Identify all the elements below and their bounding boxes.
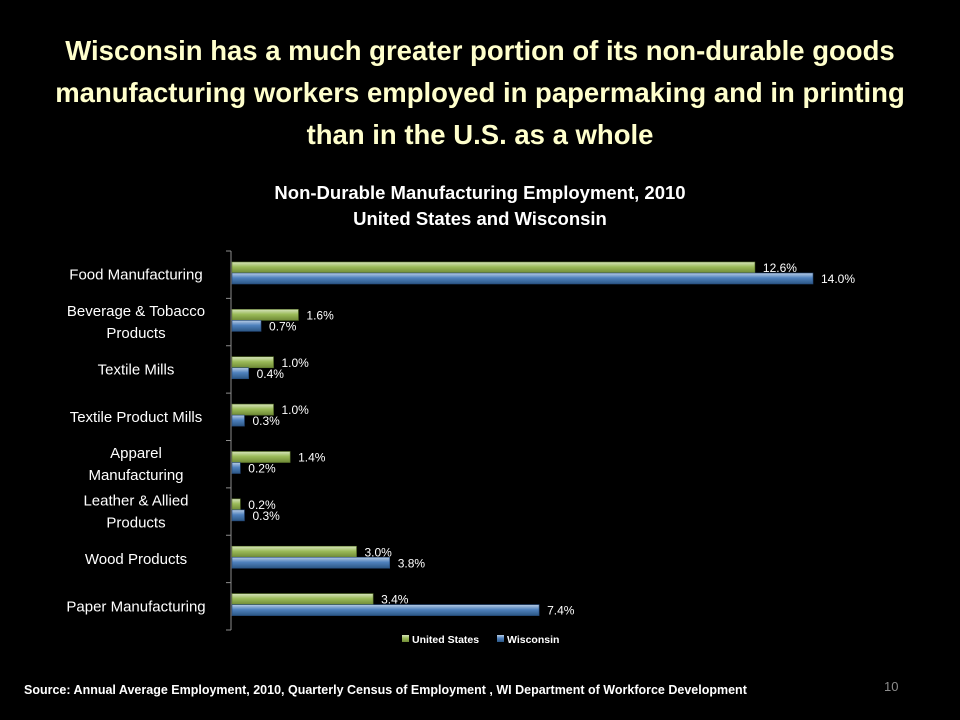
category-label: Paper Manufacturing xyxy=(66,598,205,615)
legend-label: Wisconsin xyxy=(507,634,559,646)
bar-wisconsin xyxy=(231,320,262,332)
data-label: 1.0% xyxy=(282,403,310,417)
slide-title: Wisconsin has a much greater portion of … xyxy=(55,35,905,150)
data-label: 7.4% xyxy=(547,604,575,618)
bar-wisconsin xyxy=(231,509,245,522)
chart-plot-area: Food Manufacturing 12.6% 14.0% Beverage & T… xyxy=(66,250,855,646)
bar-united-states xyxy=(231,545,357,558)
category-label: Textile Product Mills xyxy=(70,409,203,426)
bar-wisconsin xyxy=(231,604,540,616)
bar-united-states xyxy=(231,593,374,605)
bar-united-states xyxy=(231,356,274,369)
category-label: Beverage & Tobacco xyxy=(67,303,205,320)
data-label: 1.0% xyxy=(282,356,310,370)
chart-subtitle: United States and Wisconsin xyxy=(353,208,607,229)
bar-united-states xyxy=(231,403,274,416)
data-label: 0.4% xyxy=(257,367,285,381)
data-label: 0.3% xyxy=(252,414,280,428)
bar-wisconsin xyxy=(231,367,249,380)
bar-united-states xyxy=(231,451,291,463)
category-label: Products xyxy=(106,515,165,532)
category-label: Leather & Allied xyxy=(83,493,188,510)
data-label: 1.6% xyxy=(306,308,334,322)
page-number: 10 xyxy=(884,679,899,694)
chart-title-block: Non-Durable Manufacturing Employment, 20… xyxy=(200,180,760,232)
category-label: Manufacturing xyxy=(88,467,183,484)
data-label: 1.4% xyxy=(298,451,326,465)
legend-label: United States xyxy=(412,634,479,646)
category-label: Wood Products xyxy=(85,551,187,568)
legend-swatch-wisconsin xyxy=(497,635,504,642)
data-label: 0.2% xyxy=(248,462,276,476)
data-label: 0.3% xyxy=(252,509,280,523)
data-label: 12.6% xyxy=(763,261,797,275)
source-note: Source: Annual Average Employment, 2010,… xyxy=(24,683,747,697)
bar-united-states xyxy=(231,261,756,274)
category-label: Food Manufacturing xyxy=(69,267,202,284)
bar-united-states xyxy=(231,498,241,511)
bar-united-states xyxy=(231,309,299,321)
bar-wisconsin xyxy=(231,556,390,569)
legend-swatch-united-states xyxy=(402,635,409,642)
data-label: 3.0% xyxy=(365,545,393,559)
data-label: 3.4% xyxy=(381,593,409,607)
data-label: 3.8% xyxy=(398,556,426,570)
bar-wisconsin xyxy=(231,414,245,427)
data-label: 0.7% xyxy=(269,319,297,333)
data-label: 14.0% xyxy=(821,272,855,286)
bar-wisconsin xyxy=(231,462,241,474)
category-label: Apparel xyxy=(110,445,162,462)
category-label: Products xyxy=(106,325,165,342)
category-label: Textile Mills xyxy=(98,361,175,378)
bar-wisconsin xyxy=(231,272,814,285)
data-label: 0.2% xyxy=(248,498,276,512)
chart-title: Non-Durable Manufacturing Employment, 20… xyxy=(274,182,686,203)
